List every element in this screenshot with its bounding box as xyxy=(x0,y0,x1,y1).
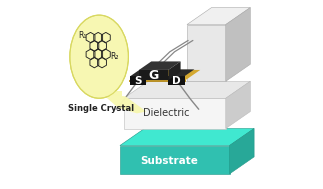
Polygon shape xyxy=(130,70,200,80)
Polygon shape xyxy=(130,69,156,76)
Polygon shape xyxy=(169,69,194,76)
Polygon shape xyxy=(130,76,146,85)
Ellipse shape xyxy=(70,15,129,98)
Polygon shape xyxy=(230,129,254,174)
Text: Dielectric: Dielectric xyxy=(143,108,190,118)
Text: Substrate: Substrate xyxy=(140,156,198,166)
Text: S: S xyxy=(135,76,142,86)
Polygon shape xyxy=(120,129,254,146)
Polygon shape xyxy=(124,98,226,129)
Polygon shape xyxy=(139,70,168,80)
Polygon shape xyxy=(120,146,230,174)
Text: D: D xyxy=(172,76,181,86)
Polygon shape xyxy=(130,80,185,82)
Text: R₂: R₂ xyxy=(110,53,118,61)
Polygon shape xyxy=(169,76,184,85)
Polygon shape xyxy=(226,81,250,129)
Text: Single Crystal: Single Crystal xyxy=(68,104,134,113)
Polygon shape xyxy=(226,8,250,81)
Polygon shape xyxy=(139,61,181,70)
Text: R₁: R₁ xyxy=(79,31,87,40)
Polygon shape xyxy=(168,61,181,80)
Polygon shape xyxy=(103,94,146,113)
Polygon shape xyxy=(93,91,122,96)
Polygon shape xyxy=(187,8,250,25)
Text: G: G xyxy=(149,69,159,82)
Polygon shape xyxy=(124,81,250,98)
Polygon shape xyxy=(187,25,226,81)
